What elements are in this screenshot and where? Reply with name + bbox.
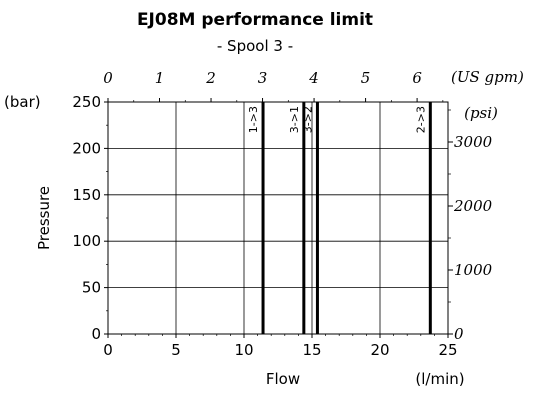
- grid: [108, 102, 448, 334]
- right-tick-label: 0: [454, 325, 464, 343]
- x-tick-label: 25: [438, 341, 457, 359]
- top-tick-label: 2: [205, 69, 216, 87]
- x-unit: (l/min): [415, 370, 464, 388]
- top-tick-label: 4: [308, 69, 319, 87]
- series-label: 1->3: [247, 106, 260, 133]
- y-tick-label: 0: [91, 325, 101, 343]
- top-tick-label: 0: [103, 69, 113, 87]
- plot-frame: [107, 101, 449, 335]
- top-axis-unit: (US gpm): [451, 68, 524, 86]
- series-label: 3->2: [301, 106, 314, 133]
- right-tick-label: 3000: [454, 133, 493, 151]
- x-axis-label: Flow: [266, 370, 300, 388]
- x-tick-label: 20: [370, 341, 389, 359]
- right-tick-label: 2000: [453, 197, 493, 215]
- x-tick-label: 0: [103, 341, 113, 359]
- y-tick-label: 200: [72, 139, 101, 157]
- series: 1->3 3->1 3->2 2->3: [247, 102, 432, 334]
- y-tick-label: 150: [72, 186, 101, 204]
- top-tick-label: 3: [258, 69, 268, 87]
- top-tick-label: 1: [155, 69, 165, 87]
- right-axis-unit: (psi): [464, 104, 498, 122]
- right-tick-label: 1000: [454, 261, 493, 279]
- series-label: 2->3: [414, 106, 427, 133]
- x-tick-label: 15: [302, 341, 321, 359]
- top-tick-label: 6: [412, 69, 422, 87]
- series-label: 3->1: [288, 106, 301, 133]
- y-unit: (bar): [4, 93, 41, 111]
- y-tick-label: 250: [72, 93, 101, 111]
- y-axis-label: Pressure: [35, 186, 53, 250]
- x-tick-label: 5: [171, 341, 181, 359]
- top-tick-label: 5: [361, 69, 371, 87]
- chart-subtitle: - Spool 3 -: [217, 37, 293, 55]
- chart-title: EJ08M performance limit: [137, 10, 373, 30]
- y-tick-label: 100: [72, 232, 101, 250]
- y-tick-label: 50: [82, 279, 101, 297]
- x-tick-label: 10: [234, 341, 253, 359]
